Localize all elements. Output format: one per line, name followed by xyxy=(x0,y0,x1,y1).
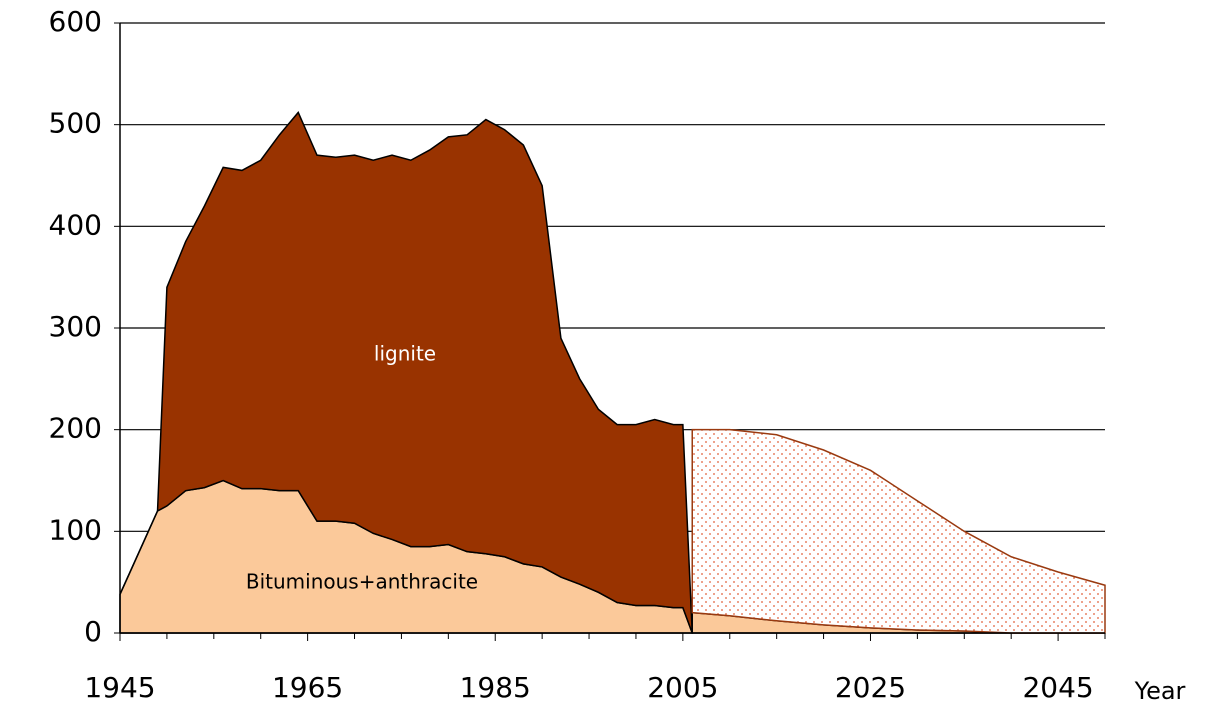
x-tick-label: 1965 xyxy=(272,671,343,704)
y-tick-label: 500 xyxy=(49,107,102,140)
x-tick-label: 1985 xyxy=(460,671,531,704)
x-tick-label: 2045 xyxy=(1022,671,1093,704)
x-tick-label: 2025 xyxy=(835,671,906,704)
series-label: lignite xyxy=(374,342,436,366)
y-tick-label: 300 xyxy=(49,310,102,343)
x-tick-label: 2005 xyxy=(647,671,718,704)
series-label: Bituminous+anthracite xyxy=(246,570,478,594)
y-tick-label: 200 xyxy=(49,412,102,445)
y-tick-label: 400 xyxy=(49,208,102,241)
y-tick-label: 0 xyxy=(84,615,102,648)
y-tick-label: 600 xyxy=(49,5,102,38)
y-tick-label: 100 xyxy=(49,513,102,546)
x-tick-label: 1945 xyxy=(84,671,155,704)
x-axis-label: Year xyxy=(1134,677,1186,705)
